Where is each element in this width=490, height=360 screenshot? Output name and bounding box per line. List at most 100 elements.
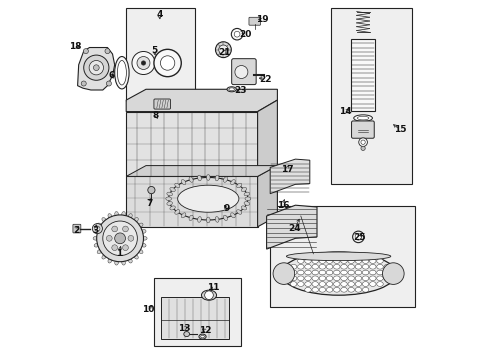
Ellipse shape <box>206 175 210 180</box>
Ellipse shape <box>231 180 235 185</box>
Ellipse shape <box>241 188 246 192</box>
Circle shape <box>141 61 146 65</box>
Ellipse shape <box>134 255 138 259</box>
Ellipse shape <box>138 249 143 253</box>
Text: 15: 15 <box>393 125 406 134</box>
Text: 10: 10 <box>142 305 154 314</box>
Polygon shape <box>267 205 317 249</box>
Ellipse shape <box>369 276 376 281</box>
Polygon shape <box>126 166 277 176</box>
Ellipse shape <box>197 175 201 181</box>
Ellipse shape <box>369 282 376 287</box>
Circle shape <box>205 291 213 300</box>
Ellipse shape <box>334 276 340 281</box>
Ellipse shape <box>189 177 193 182</box>
Ellipse shape <box>115 57 129 89</box>
Circle shape <box>103 221 137 256</box>
Circle shape <box>89 60 103 75</box>
Ellipse shape <box>377 264 383 269</box>
Circle shape <box>148 186 155 194</box>
Bar <box>331 8 413 184</box>
Ellipse shape <box>138 223 143 227</box>
Ellipse shape <box>348 258 354 263</box>
Text: 16: 16 <box>276 201 289 210</box>
Circle shape <box>83 49 88 54</box>
Ellipse shape <box>118 60 126 85</box>
Text: 7: 7 <box>147 199 153 208</box>
Ellipse shape <box>286 252 391 261</box>
Ellipse shape <box>175 183 180 188</box>
Ellipse shape <box>201 290 217 300</box>
Text: 2: 2 <box>74 226 80 235</box>
Ellipse shape <box>326 258 333 263</box>
Ellipse shape <box>355 258 362 263</box>
Text: 24: 24 <box>289 224 301 233</box>
Text: 18: 18 <box>69 42 81 51</box>
Ellipse shape <box>102 255 106 259</box>
Ellipse shape <box>197 217 201 222</box>
Circle shape <box>132 51 155 75</box>
Ellipse shape <box>169 177 248 220</box>
Ellipse shape <box>281 252 396 295</box>
Ellipse shape <box>241 206 246 210</box>
Circle shape <box>355 234 362 240</box>
Ellipse shape <box>283 270 290 275</box>
Text: 5: 5 <box>151 46 157 55</box>
Ellipse shape <box>377 258 383 263</box>
Circle shape <box>115 233 125 244</box>
Ellipse shape <box>108 213 112 219</box>
Circle shape <box>361 146 365 150</box>
Circle shape <box>106 235 112 241</box>
Ellipse shape <box>334 287 340 292</box>
Ellipse shape <box>377 270 383 275</box>
Ellipse shape <box>245 197 251 201</box>
Ellipse shape <box>348 282 354 287</box>
Ellipse shape <box>355 276 362 281</box>
Circle shape <box>383 263 404 284</box>
Ellipse shape <box>181 213 186 218</box>
Ellipse shape <box>215 217 219 222</box>
Ellipse shape <box>93 237 98 240</box>
Polygon shape <box>258 100 277 176</box>
Ellipse shape <box>319 287 326 292</box>
Circle shape <box>95 226 100 231</box>
Ellipse shape <box>341 287 347 292</box>
Circle shape <box>160 56 175 70</box>
Ellipse shape <box>312 270 318 275</box>
Polygon shape <box>162 297 229 339</box>
Ellipse shape <box>369 270 376 275</box>
FancyBboxPatch shape <box>351 121 374 138</box>
Ellipse shape <box>128 258 132 263</box>
Circle shape <box>128 235 134 241</box>
Ellipse shape <box>231 213 235 218</box>
Circle shape <box>112 226 118 232</box>
Ellipse shape <box>229 88 234 91</box>
Ellipse shape <box>312 287 318 292</box>
Ellipse shape <box>326 287 333 292</box>
Text: 6: 6 <box>109 71 115 80</box>
Ellipse shape <box>363 287 369 292</box>
Ellipse shape <box>312 258 318 263</box>
Circle shape <box>84 55 109 80</box>
Ellipse shape <box>334 270 340 275</box>
FancyBboxPatch shape <box>154 99 171 109</box>
Ellipse shape <box>291 282 297 287</box>
Circle shape <box>273 263 294 284</box>
Ellipse shape <box>334 264 340 269</box>
Ellipse shape <box>297 258 304 263</box>
Ellipse shape <box>97 249 102 253</box>
Ellipse shape <box>319 264 326 269</box>
Ellipse shape <box>312 276 318 281</box>
Circle shape <box>97 215 144 262</box>
Ellipse shape <box>305 264 311 269</box>
Text: 21: 21 <box>218 48 231 57</box>
Polygon shape <box>126 112 258 176</box>
Ellipse shape <box>319 276 326 281</box>
Ellipse shape <box>319 282 326 287</box>
Ellipse shape <box>305 282 311 287</box>
Ellipse shape <box>357 116 369 120</box>
Circle shape <box>112 245 118 251</box>
Ellipse shape <box>377 276 383 281</box>
Circle shape <box>361 140 365 144</box>
Ellipse shape <box>305 270 311 275</box>
